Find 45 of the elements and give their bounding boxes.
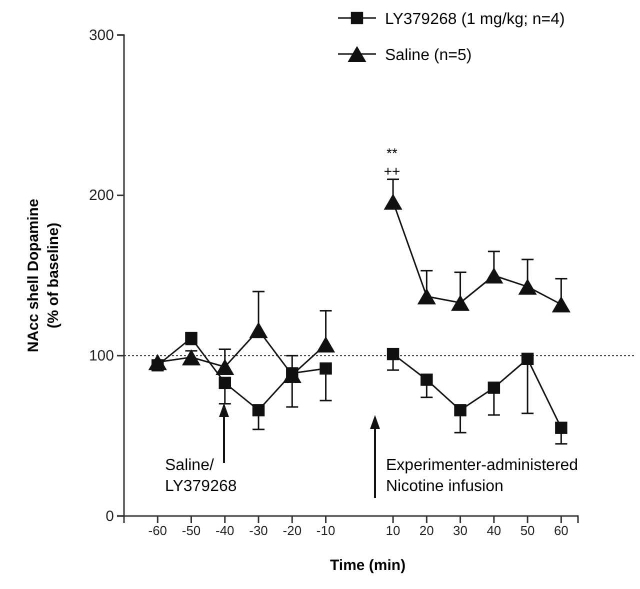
point: [488, 382, 500, 394]
point: [552, 296, 570, 312]
point: [386, 348, 400, 360]
y-tick-label: 300: [88, 26, 114, 44]
point: [185, 332, 198, 344]
point: [417, 288, 436, 304]
x-tick-label: -40: [215, 523, 234, 538]
point: [249, 322, 268, 338]
x-tick-label: 20: [419, 523, 434, 538]
point: [518, 278, 537, 295]
point: [320, 362, 332, 375]
point: [454, 404, 466, 416]
point: [484, 267, 504, 284]
point: [216, 358, 234, 375]
x-tick-label: -20: [282, 523, 302, 538]
x-axis-title: Time (min): [330, 557, 406, 574]
x-tick-label: -10: [316, 523, 336, 538]
x-tick-label: 30: [453, 523, 468, 538]
annotation: Saline/ LY379268: [165, 457, 237, 495]
annotation: **: [386, 145, 398, 161]
x-tick-label: -60: [148, 523, 168, 538]
legend-label: Saline (n=5): [385, 47, 472, 64]
point: [384, 194, 402, 210]
x-tick-label: 50: [520, 523, 535, 538]
y-axis-title: NAcc shell Dopamine (% of baseline): [25, 198, 62, 352]
x-tick-label: -50: [182, 523, 201, 538]
point: [252, 404, 265, 416]
point: [420, 374, 433, 386]
point: [521, 352, 534, 365]
y-tick-label: 100: [88, 347, 114, 364]
point: [182, 349, 201, 366]
y-tick-label: 0: [106, 508, 114, 525]
x-tick-label: 10: [386, 523, 400, 538]
x-tick-label: 60: [554, 523, 568, 538]
annotation: Experimenter-administered Nicotine infusion: [386, 457, 578, 495]
x-tick-label: -30: [249, 523, 268, 538]
annotation: ++: [384, 163, 400, 179]
point: [450, 294, 470, 311]
legend-label: LY379268 (1 mg/kg; n=4): [385, 11, 565, 28]
point: [316, 336, 336, 352]
point: [555, 422, 568, 434]
y-tick-label: 200: [88, 187, 114, 204]
x-tick-label: 40: [486, 523, 502, 538]
point: [148, 354, 167, 370]
point: [218, 376, 232, 390]
